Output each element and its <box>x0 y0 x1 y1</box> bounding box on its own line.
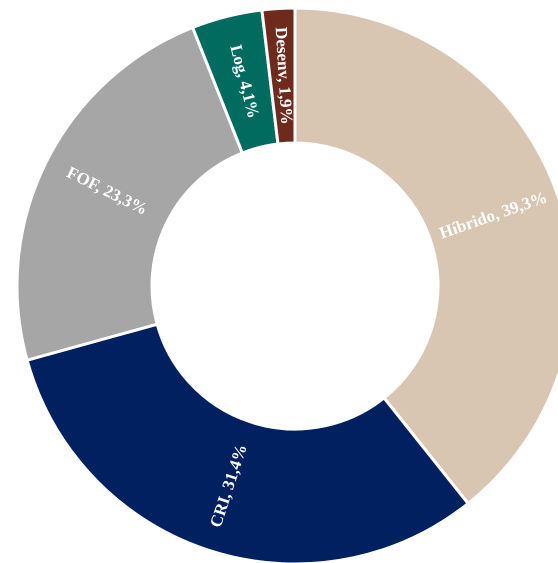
donut-slice <box>15 25 245 363</box>
donut-slice <box>25 322 471 563</box>
donut-slice <box>293 6 558 506</box>
donut-slice <box>260 6 297 146</box>
